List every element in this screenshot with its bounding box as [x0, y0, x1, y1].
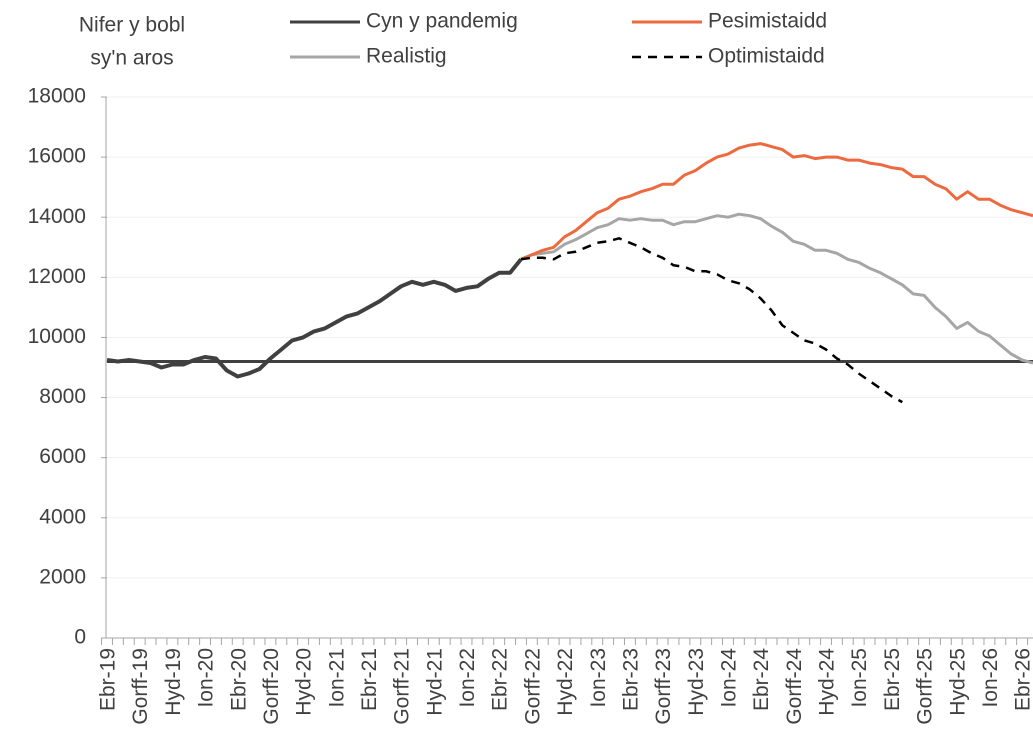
y-tick-label: 10000: [28, 325, 86, 348]
x-tick-label: Hyd-22: [554, 648, 577, 716]
x-tick-label: Gorff-20: [260, 648, 283, 725]
x-tick-label: Gorff-25: [914, 648, 937, 725]
x-tick-label: Gorff-24: [783, 648, 806, 725]
x-tick-label: Gorff-22: [521, 648, 544, 725]
x-tick-label: Ebr-22: [489, 648, 512, 711]
y-tick-label: 16000: [28, 145, 86, 168]
x-tick-label: Hyd-23: [685, 648, 708, 716]
series-line: [106, 258, 523, 379]
x-tick-label: Hyd-25: [946, 648, 969, 716]
y-axis-label: Nifer y bobl: [79, 14, 185, 37]
x-tick-label: Ebr-20: [227, 648, 250, 711]
x-tick-label: Ebr-24: [750, 648, 773, 711]
series-line: [520, 237, 903, 404]
x-tick-label: Ebr-25: [881, 648, 904, 711]
x-tick-label: Ion-24: [718, 648, 741, 708]
x-tick-label: Ion-21: [325, 648, 348, 708]
y-tick-label: 0: [74, 626, 86, 649]
x-tick-label: Hyd-20: [293, 648, 316, 716]
y-tick-label: 8000: [39, 385, 86, 408]
x-tick-label: Ion-22: [456, 648, 479, 708]
legend-label: Pesimistaidd: [708, 10, 827, 33]
legend-label: Optimistaidd: [708, 45, 825, 68]
x-tick-label: Gorff-19: [129, 648, 152, 725]
x-tick-label: Ebr-21: [358, 648, 381, 711]
y-tick-label: 14000: [28, 205, 86, 228]
x-tick-label: Ion-26: [979, 648, 1002, 708]
x-tick-label: Hyd-24: [816, 648, 839, 716]
x-tick-label: Ion-20: [195, 648, 218, 708]
x-tick-label: Ion-25: [848, 648, 871, 708]
x-tick-label: Ebr-23: [619, 648, 642, 711]
y-tick-label: 12000: [28, 265, 86, 288]
x-tick-label: Ion-23: [587, 648, 610, 708]
legend-label: Realistig: [366, 45, 447, 68]
y-tick-label: 4000: [39, 505, 86, 528]
series-line: [520, 212, 1033, 365]
x-tick-label: Hyd-21: [423, 648, 446, 716]
x-tick-label: Hyd-19: [162, 648, 185, 716]
y-axis-label: sy'n aros: [90, 47, 173, 70]
x-tick-label: Ebr-19: [97, 648, 120, 711]
y-tick-label: 18000: [28, 85, 86, 108]
legend-label: Cyn y pandemig: [366, 10, 518, 33]
y-tick-label: 2000: [39, 565, 86, 588]
x-tick-label: Ebr-26: [1012, 648, 1033, 711]
x-tick-label: Gorff-23: [652, 648, 675, 725]
series-line: [520, 142, 1033, 261]
y-tick-label: 6000: [39, 445, 86, 468]
x-tick-label: Gorff-21: [391, 648, 414, 725]
